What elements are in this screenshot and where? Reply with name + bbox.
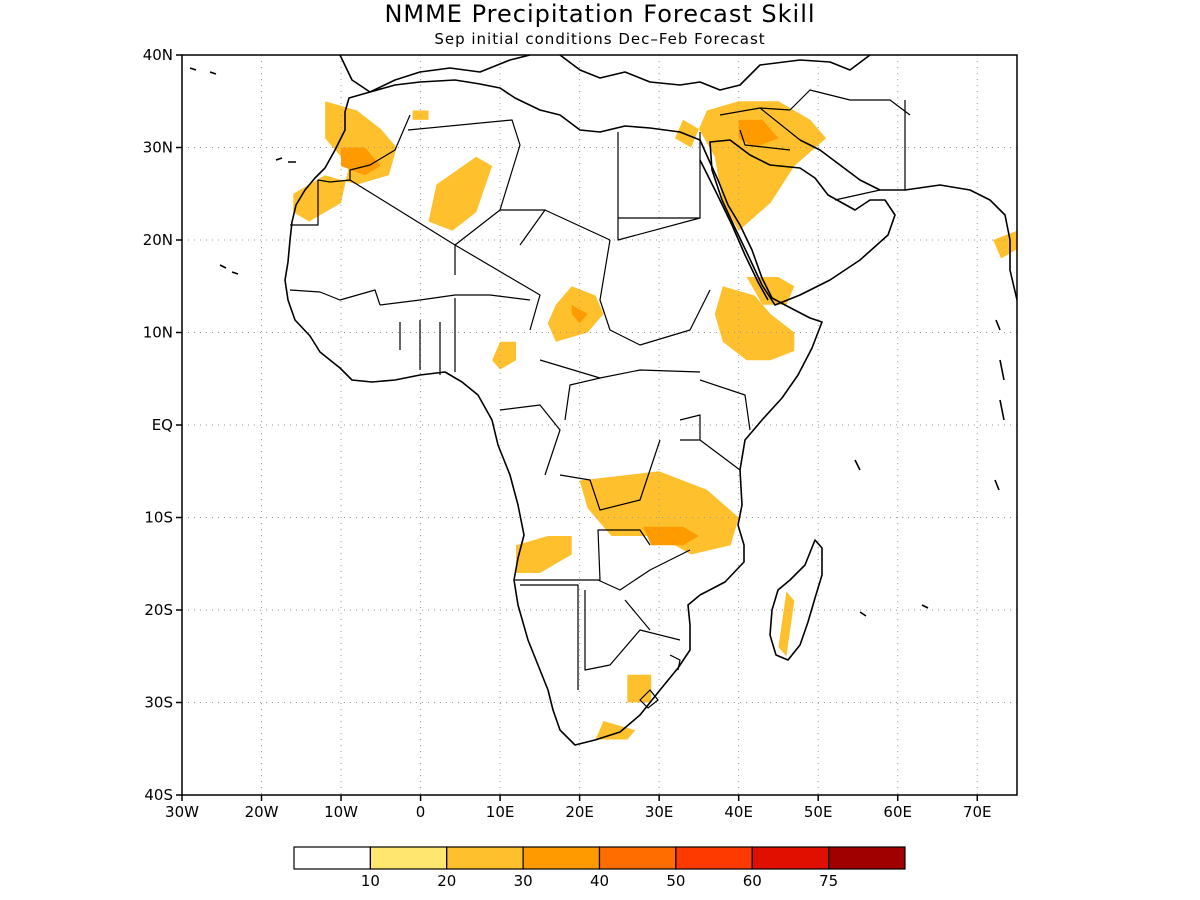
skill-region-2 (428, 156, 493, 231)
sahel-borders (289, 239, 711, 379)
skill-region-15 (595, 721, 636, 740)
skill-region-17 (778, 591, 795, 657)
gulf-coastline (799, 139, 1017, 301)
skill-region-11 (492, 341, 516, 370)
legend-label: 60 (743, 872, 762, 890)
legend-swatch-3 (522, 846, 601, 870)
skill-region-1 (341, 147, 381, 176)
skill-region-7 (738, 119, 779, 148)
middle-east-borders (719, 89, 911, 201)
lon-tick-label: 40E (724, 803, 753, 821)
skill-region-12 (579, 471, 739, 555)
legend-swatch-2 (446, 846, 524, 870)
lat-tick-label: 30N (143, 139, 173, 157)
island-dots (189, 67, 1005, 617)
lat-tick-label: 10S (144, 509, 173, 527)
lon-tick-label: 60E (883, 803, 912, 821)
legend-swatch-0 (293, 846, 371, 870)
lon-tick-label: 30E (645, 803, 674, 821)
legend-label: 50 (666, 872, 685, 890)
skill-region-6 (698, 101, 827, 231)
lat-tick-label: EQ (152, 416, 173, 434)
legend-swatch-6 (751, 846, 830, 870)
legend-swatch-4 (598, 846, 677, 870)
lon-tick-label: 70E (963, 803, 992, 821)
europe-coastline (339, 55, 871, 93)
lat-tick-label: 20N (143, 231, 173, 249)
lon-tick-label: 20E (565, 803, 594, 821)
map-frame (181, 54, 1018, 796)
skill-region-16 (627, 674, 652, 703)
lon-tick-label: 50E (804, 803, 833, 821)
skill-region-18 (993, 230, 1017, 259)
skill-region-0 (293, 101, 397, 222)
legend-label: 20 (437, 872, 456, 890)
legend-swatch-1 (369, 846, 448, 870)
lon-tick-label: 10W (324, 803, 358, 821)
lat-tick-label: 20S (144, 601, 173, 619)
lat-tick-label: 40S (144, 786, 173, 804)
gridlines (182, 55, 1017, 795)
figure-title: NMME Precipitation Forecast Skill (384, 0, 815, 28)
central-africa-borders (499, 377, 751, 511)
red-sea-coastline (699, 159, 769, 301)
legend-label: 10 (361, 872, 380, 890)
legend-label: 75 (819, 872, 838, 890)
legend-label: 40 (590, 872, 609, 890)
lon-tick-label: 20W (245, 803, 279, 821)
color-legend: 10 20 30 40 50 60 75 (293, 846, 906, 890)
skill-region-8 (675, 119, 699, 148)
lon-tick-label: 10E (486, 803, 515, 821)
skill-shading-layer (293, 101, 1017, 740)
legend-swatch-7 (828, 846, 906, 870)
skill-region-5 (571, 304, 588, 324)
arabia-coastline (709, 139, 896, 306)
country-borders (289, 89, 911, 709)
lon-tick-label: 0 (416, 803, 426, 821)
longitude-axis: 30W 20W 10W 0 10E 20E 30E 40E 50E 60E 70E (165, 795, 992, 821)
lat-tick-label: 10N (143, 324, 173, 342)
canary-islands (219, 157, 296, 275)
latitude-axis: 40N 30N 20N 10N EQ 10S 20S 30S 40S (143, 46, 182, 804)
skill-region-13 (643, 526, 699, 546)
africa-coastline (284, 79, 823, 746)
north-africa-borders (290, 114, 701, 331)
figure-subtitle: Sep initial conditions Dec–Feb Forecast (434, 30, 765, 48)
lat-tick-label: 30S (144, 694, 173, 712)
skill-region-9 (714, 286, 795, 361)
skill-region-14 (516, 536, 572, 573)
coastlines (189, 55, 1017, 746)
madagascar-coastline (769, 539, 823, 661)
lon-tick-label: 30W (165, 803, 199, 821)
legend-label: 30 (514, 872, 533, 890)
legend-swatch-5 (675, 846, 753, 870)
southern-africa-borders (515, 529, 691, 709)
lat-tick-label: 40N (143, 46, 173, 64)
